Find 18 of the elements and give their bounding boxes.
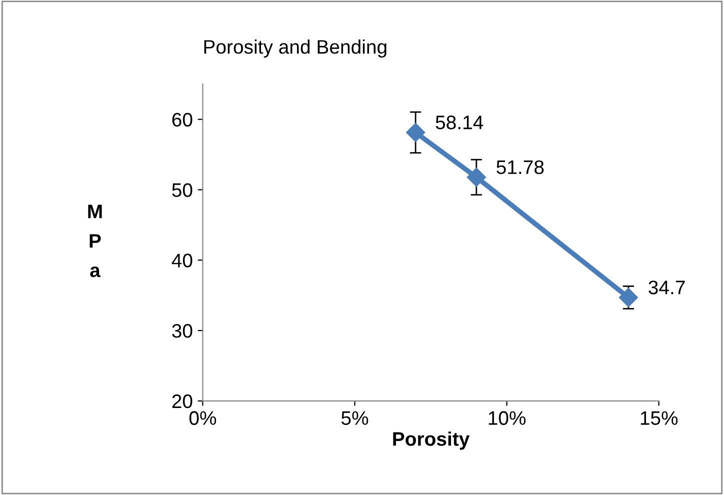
data-label: 58.14 xyxy=(436,116,484,130)
x-axis-title: Porosity xyxy=(393,432,470,450)
point xyxy=(406,122,426,142)
point xyxy=(466,168,486,187)
point xyxy=(618,288,638,307)
y-tick-label: 20 xyxy=(172,394,192,408)
y-tick-label: 60 xyxy=(172,112,192,127)
x-tick-label: 15% xyxy=(640,411,678,425)
x-tick-label: 5% xyxy=(341,411,368,425)
y-tick-label: 30 xyxy=(172,324,192,338)
y-axis-title: M P a xyxy=(88,204,102,278)
data-label: 34.7 xyxy=(648,280,685,294)
y-tick-label: 40 xyxy=(172,254,192,268)
data-label: 51.78 xyxy=(496,160,544,174)
x-tick-label: 0% xyxy=(189,411,216,425)
x-tick-label: 10% xyxy=(488,411,526,425)
y-tick-label: 50 xyxy=(172,183,192,197)
chart-title: Porosity and Bending xyxy=(204,40,386,58)
